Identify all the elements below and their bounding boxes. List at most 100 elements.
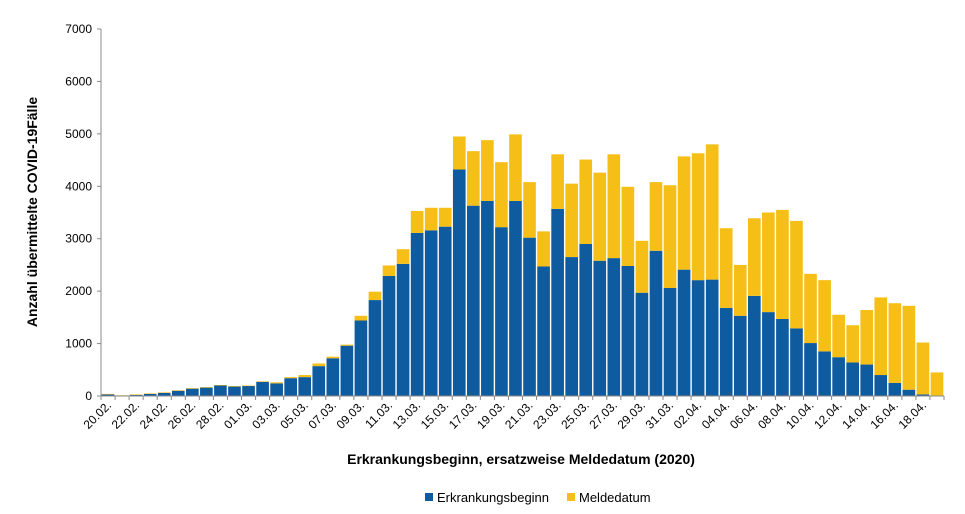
bar-meldedatum-22.03. bbox=[537, 231, 550, 267]
bar-meldedatum-03.03. bbox=[270, 382, 283, 384]
bar-erkrankungsbeginn-26.03. bbox=[593, 260, 607, 396]
y-tick-label: 4000 bbox=[65, 179, 92, 193]
bar-erkrankungsbeginn-07.04. bbox=[762, 312, 775, 396]
bar-meldedatum-10.03. bbox=[368, 291, 382, 301]
bar-meldedatum-16.04. bbox=[888, 303, 902, 383]
bar-meldedatum-03.04. bbox=[705, 144, 719, 280]
bar-erkrankungsbeginn-04.04. bbox=[719, 307, 733, 396]
bar-erkrankungsbeginn-18.03. bbox=[481, 200, 494, 396]
bar-meldedatum-20.02. bbox=[101, 393, 115, 395]
x-tick-label: 25.03. bbox=[558, 398, 591, 431]
y-axis bbox=[97, 28, 102, 397]
bar-meldedatum-24.02. bbox=[157, 392, 171, 393]
bar-meldedatum-26.02. bbox=[186, 388, 199, 389]
x-tick-label: 29.03. bbox=[615, 398, 648, 431]
bar-meldedatum-17.03. bbox=[467, 151, 480, 206]
x-tick-label: 05.03. bbox=[277, 398, 310, 431]
x-tick-label: 24.02. bbox=[137, 398, 170, 431]
bar-erkrankungsbeginn-28.02. bbox=[214, 385, 227, 396]
bar-erkrankungsbeginn-01.04. bbox=[677, 269, 691, 396]
bar-meldedatum-11.04. bbox=[818, 280, 831, 352]
bar-meldedatum-06.04. bbox=[748, 218, 761, 296]
y-tick-label: 0 bbox=[85, 389, 92, 403]
bar-erkrankungsbeginn-08.03. bbox=[340, 345, 354, 396]
bar-meldedatum-15.03. bbox=[438, 207, 452, 227]
bar-meldedatum-02.03. bbox=[256, 381, 269, 382]
x-tick-label: 15.03. bbox=[418, 398, 451, 431]
bar-meldedatum-29.03. bbox=[635, 240, 649, 293]
x-tick-label: 12.04. bbox=[811, 398, 844, 431]
x-tick-label: 14.04. bbox=[839, 398, 872, 431]
x-tick-labels: 20.02.22.02.24.02.26.02.28.02.01.03.03.0… bbox=[81, 398, 929, 431]
bar-erkrankungsbeginn-02.03. bbox=[256, 381, 269, 396]
bar-erkrankungsbeginn-20.02. bbox=[101, 394, 115, 396]
bar-meldedatum-28.02. bbox=[214, 384, 227, 386]
x-tick-label: 07.03. bbox=[305, 398, 338, 431]
bar-erkrankungsbeginn-17.03. bbox=[467, 205, 480, 396]
bar-erkrankungsbeginn-13.04. bbox=[846, 362, 859, 396]
bar-meldedatum-09.03. bbox=[354, 315, 368, 321]
bar-meldedatum-04.03. bbox=[284, 377, 297, 379]
bar-erkrankungsbeginn-16.03. bbox=[452, 169, 466, 396]
y-tick-label: 5000 bbox=[65, 127, 92, 141]
bar-meldedatum-22.02. bbox=[129, 394, 143, 395]
bar-meldedatum-04.04. bbox=[719, 228, 733, 308]
bar-erkrankungsbeginn-19.03. bbox=[495, 227, 508, 396]
bar-erkrankungsbeginn-05.03. bbox=[298, 377, 312, 396]
bar-erkrankungsbeginn-26.02. bbox=[186, 388, 199, 396]
y-tick-label: 6000 bbox=[65, 74, 92, 88]
bar-meldedatum-23.02. bbox=[143, 393, 157, 394]
bar-erkrankungsbeginn-24.02. bbox=[157, 392, 171, 396]
bar-erkrankungsbeginn-16.04. bbox=[888, 382, 902, 396]
bar-erkrankungsbeginn-07.03. bbox=[326, 358, 340, 396]
bar-erkrankungsbeginn-03.03. bbox=[270, 383, 283, 396]
bar-meldedatum-15.04. bbox=[874, 297, 888, 376]
bar-meldedatum-07.03. bbox=[326, 356, 340, 359]
bar-erkrankungsbeginn-21.03. bbox=[523, 237, 536, 396]
bar-erkrankungsbeginn-27.02. bbox=[200, 387, 213, 396]
x-tick-label: 08.04. bbox=[755, 398, 788, 431]
bar-meldedatum-26.03. bbox=[593, 172, 607, 261]
bar-erkrankungsbeginn-22.02. bbox=[129, 394, 143, 396]
x-tick-label: 21.03. bbox=[502, 398, 535, 431]
y-tick-label: 3000 bbox=[65, 232, 92, 246]
x-tick-label: 28.02. bbox=[193, 398, 226, 431]
y-tick-label: 2000 bbox=[65, 284, 92, 298]
x-tick-label: 01.03. bbox=[221, 398, 254, 431]
bar-meldedatum-17.04. bbox=[902, 305, 916, 390]
bar-erkrankungsbeginn-24.03. bbox=[565, 257, 578, 396]
bar-erkrankungsbeginn-27.03. bbox=[607, 258, 621, 396]
x-tick-label: 20.02. bbox=[81, 398, 114, 431]
bar-erkrankungsbeginn-02.04. bbox=[691, 280, 705, 396]
bar-meldedatum-06.03. bbox=[312, 363, 326, 367]
bar-meldedatum-28.03. bbox=[621, 186, 635, 266]
bar-erkrankungsbeginn-23.03. bbox=[551, 208, 564, 396]
bar-erkrankungsbeginn-29.02. bbox=[228, 386, 241, 396]
x-tick-label: 31.03. bbox=[643, 398, 676, 431]
bar-erkrankungsbeginn-15.03. bbox=[438, 226, 452, 396]
x-tick-label: 04.04. bbox=[699, 398, 732, 431]
bar-meldedatum-07.04. bbox=[762, 212, 775, 313]
bar-erkrankungsbeginn-23.02. bbox=[143, 393, 157, 396]
x-axis-title: Erkrankungsbeginn, ersatzweise Meldedatu… bbox=[347, 451, 695, 467]
bar-meldedatum-19.03. bbox=[495, 162, 508, 228]
legend-swatch-erkrankungsbeginn bbox=[425, 493, 433, 501]
bar-meldedatum-12.04. bbox=[832, 314, 845, 358]
bar-meldedatum-30.03. bbox=[649, 182, 663, 251]
x-tick-label: 03.03. bbox=[249, 398, 282, 431]
bar-meldedatum-23.03. bbox=[551, 154, 564, 209]
x-tick-label: 10.04. bbox=[783, 398, 816, 431]
bar-meldedatum-27.02. bbox=[200, 387, 213, 388]
x-tick-label: 26.02. bbox=[165, 398, 198, 431]
bar-erkrankungsbeginn-15.04. bbox=[874, 375, 888, 396]
bar-erkrankungsbeginn-05.04. bbox=[733, 315, 747, 396]
bar-erkrankungsbeginn-13.03. bbox=[410, 232, 424, 396]
bar-erkrankungsbeginn-06.03. bbox=[312, 366, 326, 396]
bar-erkrankungsbeginn-25.03. bbox=[579, 243, 593, 396]
bar-erkrankungsbeginn-10.03. bbox=[368, 300, 382, 396]
bar-erkrankungsbeginn-11.03. bbox=[382, 275, 396, 396]
x-tick-label: 27.03. bbox=[586, 398, 619, 431]
x-tick-label: 16.04. bbox=[867, 398, 900, 431]
bar-erkrankungsbeginn-14.03. bbox=[424, 230, 438, 396]
